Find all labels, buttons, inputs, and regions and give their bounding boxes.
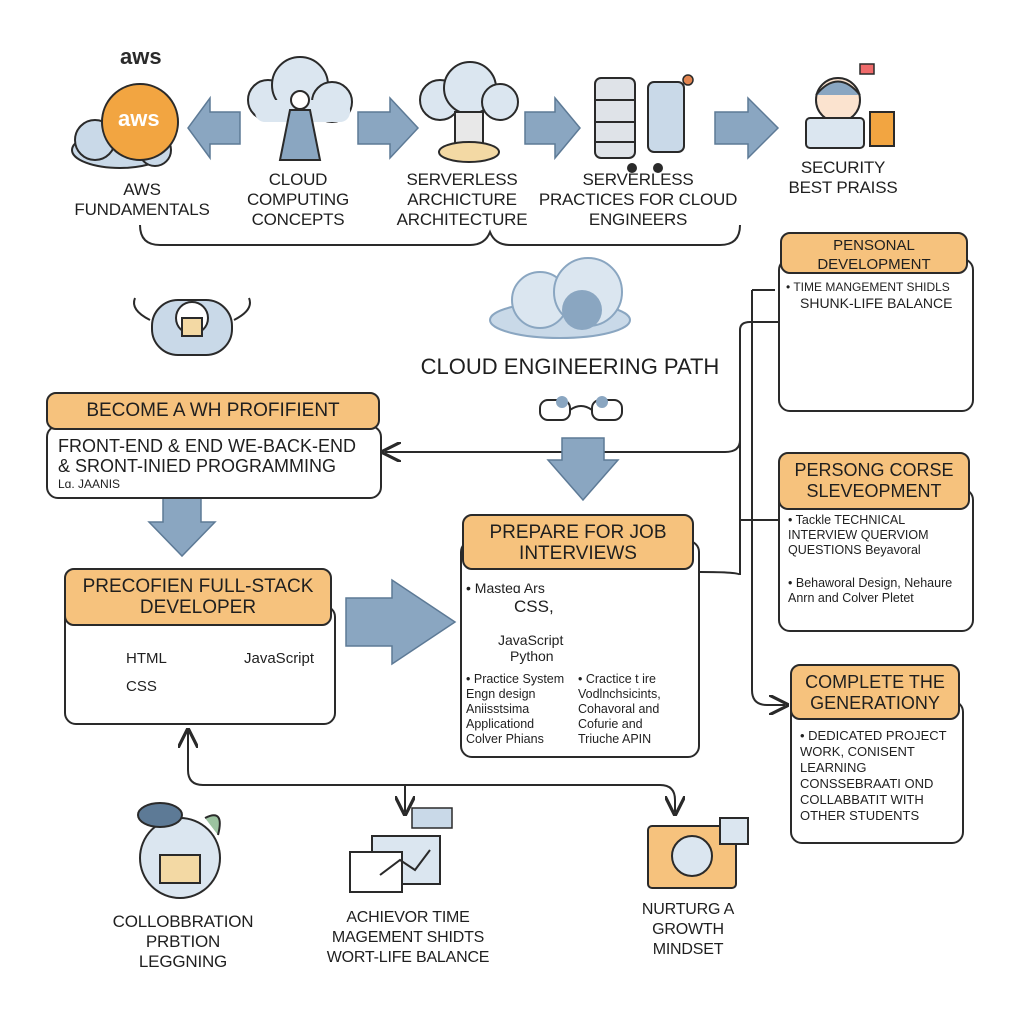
stage-serverless-architecture: SERVERLESS ARCHICTURE ARCHITECTURE xyxy=(396,170,528,229)
persong-bullet-1: • Behaworal Design, Nehaure Anrn and Col… xyxy=(788,576,953,605)
arrow-right-mid xyxy=(345,578,457,666)
personal-bullet-0: • TIME MANGEMENT SHIDLS xyxy=(786,280,950,294)
prepare-box xyxy=(460,540,700,758)
prepare-col1-top-0: • Masteɑ Ars xyxy=(466,580,545,596)
personal-bullet-1: SHUNK-LIFE BALANCE xyxy=(800,295,953,311)
arrow-right-2 xyxy=(524,95,581,161)
arrow-to-become xyxy=(385,439,741,452)
growth-monitor-icon xyxy=(647,817,749,889)
personal-box xyxy=(778,258,974,412)
become-line1: FRONT-END & END WE-BACK-END xyxy=(58,436,357,456)
arrow-right-3 xyxy=(714,96,780,160)
bottom-bracket xyxy=(187,730,675,812)
css-label: CSS xyxy=(126,678,157,695)
security-person-icon xyxy=(805,63,895,149)
stage-security: SECURITY BEST PRAISS xyxy=(788,158,898,197)
aws-badge-text: aws xyxy=(118,106,160,131)
prepare-col1-top-1: CSS, xyxy=(514,597,554,616)
bottom-time-management: ACHIEVOR TIME MAGEMENT SHIDTS WORT-LIFE … xyxy=(326,909,490,966)
diagram-title: CLOUD ENGINEERING PATH xyxy=(420,354,720,379)
bottom-growth-mindset: NURTURG A GROWTH MINDSET xyxy=(641,901,735,958)
become-line3: Lɑ. JAANIS xyxy=(58,477,121,491)
complete-bullet-0: • DEDICATED PROJECT WORK, CONISENT LEARN… xyxy=(800,728,947,823)
aws-cloud-icon xyxy=(71,83,179,169)
prepare-col2-bottom: • Cractice t ire Vodlnchsicints, Cohavor… xyxy=(578,672,661,746)
server-stack-icon xyxy=(594,74,694,173)
link-to-personal xyxy=(739,321,778,331)
bottom-collaboration: COLLOBBRATION PRBTION LEGGNING xyxy=(112,912,254,971)
become-line2: & SRONT-INIED PROGRAMMING xyxy=(58,456,337,476)
persong-header: PERSONG CORSE SLEVEOPMENT xyxy=(778,452,970,510)
stage-aws-fundamentals: AWS FUNDAMENTALS xyxy=(74,180,210,219)
serverless-mushroom-icon xyxy=(419,61,519,163)
persong-bullet-0: • Tackle TECHNICAL INTERVIEW QUERVIOM QU… xyxy=(788,513,929,557)
arrow-right-1 xyxy=(357,96,420,160)
cloud-computing-icon xyxy=(247,56,353,161)
top-row-bracket xyxy=(139,224,741,246)
personal-header: PENSONAL DEVELOPMENT xyxy=(780,232,968,274)
right-trunk-line xyxy=(699,330,741,576)
prepare-col1-top-3: Python xyxy=(510,648,554,664)
prepare-col1-bottom: • Practice System Engn design Aniisstsim… xyxy=(466,672,565,746)
html-label: HTML xyxy=(126,650,167,667)
prepare-header: PREPARE FOR JOB INTERVIEWS xyxy=(462,514,694,570)
right-line-to-personal xyxy=(751,290,785,705)
complete-header: COMPLETE THE GENERATIONY xyxy=(790,664,960,720)
prepare-col1-top-2: JavaScript xyxy=(498,632,564,648)
js-label: JavaScript xyxy=(244,650,315,667)
collaboration-globe-icon xyxy=(137,802,221,899)
fullstack-header: PRECOFIEN FULL-STACK DEVELOPER xyxy=(64,568,332,626)
center-cloud-icon xyxy=(489,257,631,339)
arrow-down-center xyxy=(546,437,620,502)
complete-box xyxy=(790,700,964,844)
computer-stats-icon xyxy=(349,807,453,893)
arrow-down-left xyxy=(147,497,217,558)
robot-icon xyxy=(133,297,251,356)
stage-cloud-computing: CLOUD COMPUTING CONCEPTS xyxy=(246,170,350,229)
stage-serverless-practices: SERVERLESS PRACTICES FOR CLOUD ENGINEERS xyxy=(538,170,738,229)
aws-logo: aws xyxy=(120,44,162,69)
arrow-left-1 xyxy=(187,95,241,161)
become-header: BECOME A WH PROFIFIENT xyxy=(46,392,380,430)
connector-glasses-icon xyxy=(539,396,623,421)
